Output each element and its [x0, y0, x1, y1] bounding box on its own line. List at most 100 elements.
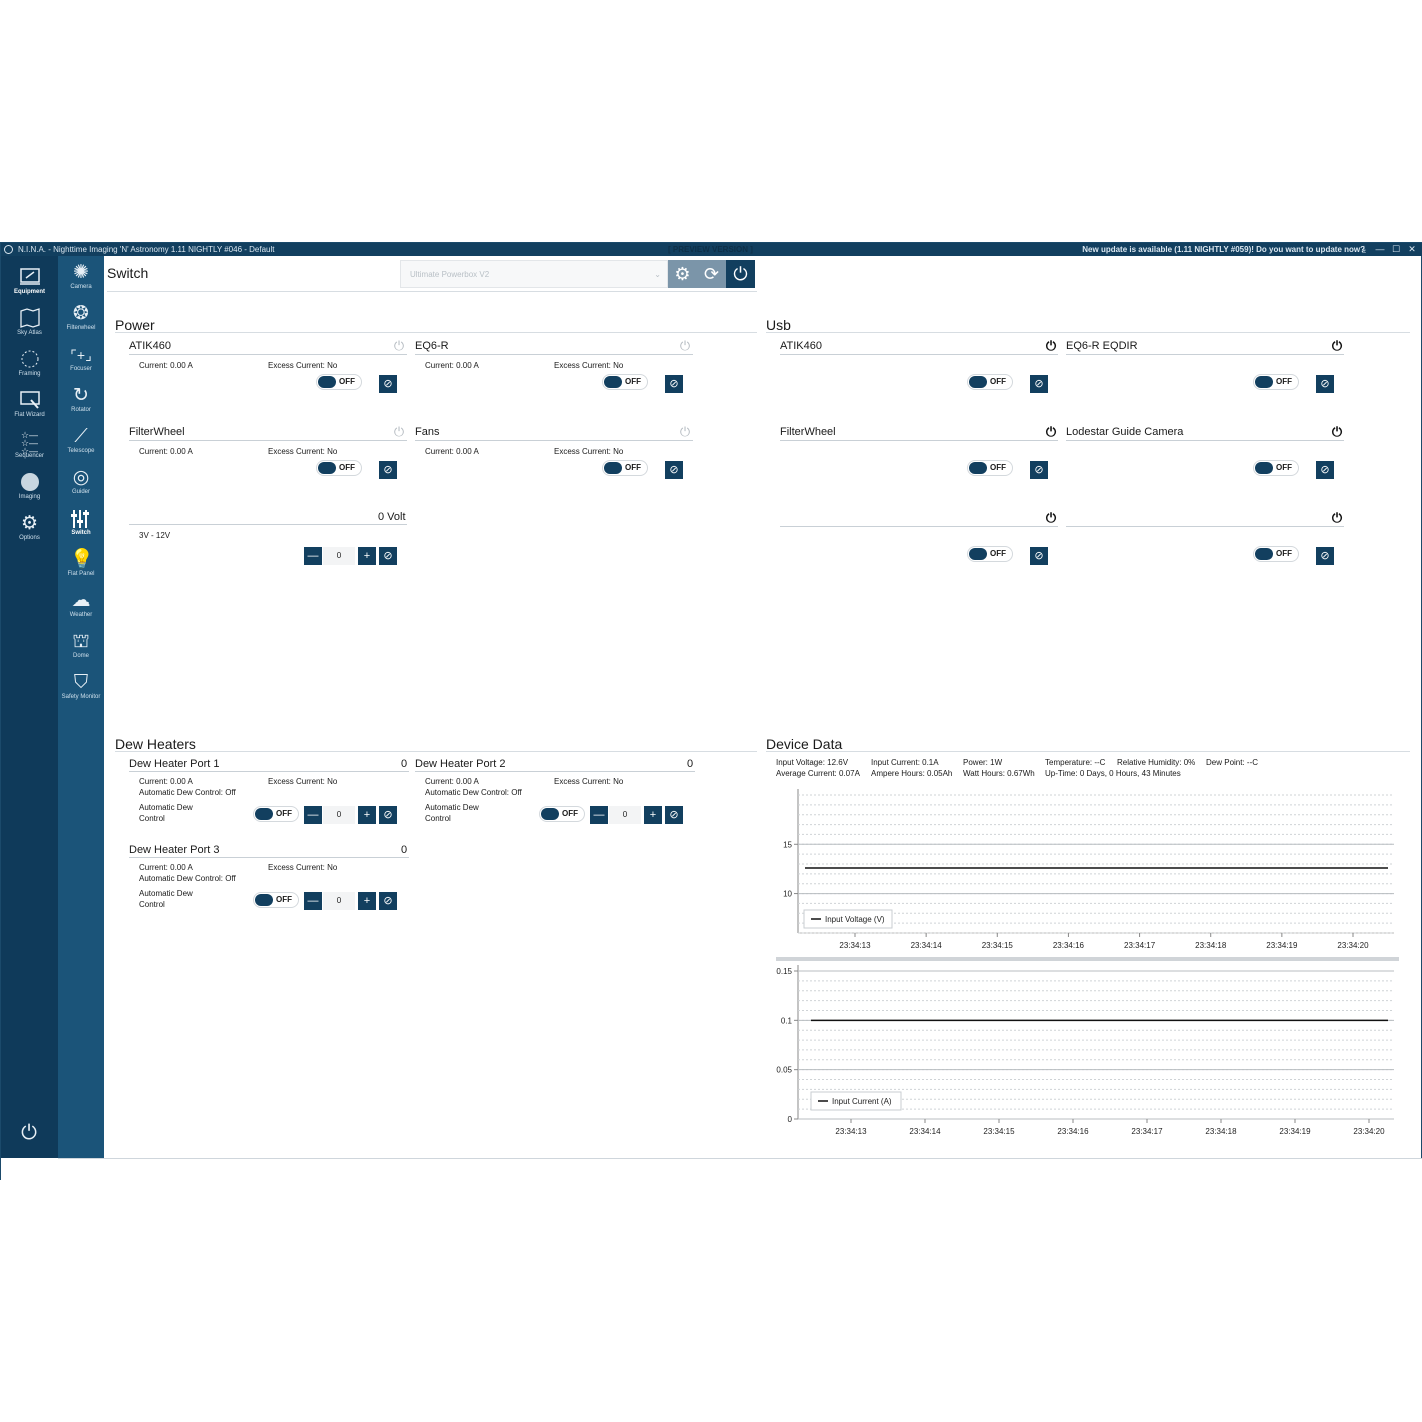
nav-telescope[interactable]: ⟋ Telescope — [58, 426, 104, 454]
rescan-button[interactable]: ⟳ — [697, 260, 726, 288]
apply-button[interactable]: ⊘ — [379, 892, 397, 910]
download-icon[interactable]: ⤓ — [1362, 244, 1366, 254]
apply-button[interactable]: ⊘ — [1316, 375, 1334, 393]
usb-toggle[interactable]: OFF — [967, 460, 1013, 476]
switch-icon — [70, 508, 92, 530]
nav-focuser[interactable]: ⌜+⌟ Focuser — [58, 344, 104, 372]
power-toggle[interactable]: OFF — [316, 374, 362, 390]
apply-button[interactable]: ⊘ — [379, 547, 397, 565]
power-toggle[interactable]: OFF — [316, 460, 362, 476]
apply-button[interactable]: ⊘ — [1030, 461, 1048, 479]
toggle-label: OFF — [339, 463, 355, 472]
usb-toggle[interactable]: OFF — [967, 546, 1013, 562]
decrement-button[interactable]: — — [304, 892, 322, 910]
y-tick-label: 10 — [783, 890, 792, 899]
apply-button[interactable]: ⊘ — [665, 461, 683, 479]
power-toggle[interactable]: OFF — [602, 374, 648, 390]
nav-weather[interactable]: ☁ Weather — [58, 590, 104, 618]
usb-toggle[interactable]: OFF — [1253, 546, 1299, 562]
dew-value-input[interactable]: 0 — [323, 806, 355, 824]
nav-safety-monitor[interactable]: ⛉ Safety Monitor — [58, 672, 104, 700]
nav-equipment[interactable]: Equipment — [1, 267, 58, 295]
auto-dew-toggle[interactable]: OFF — [539, 806, 585, 822]
toggle-label: OFF — [990, 463, 1006, 472]
nav-flat-wizard[interactable]: Flat Wizard — [1, 390, 58, 418]
plus-icon: + — [363, 809, 371, 821]
increment-button[interactable]: + — [644, 806, 662, 824]
toggle-label: OFF — [562, 809, 578, 818]
apply-button[interactable]: ⊘ — [379, 375, 397, 393]
minimize-button[interactable]: — — [1375, 244, 1385, 254]
dew-value-input[interactable]: 0 — [609, 806, 641, 824]
page-title: Switch — [107, 265, 149, 281]
nav-flat-panel[interactable]: 💡 Flat Panel — [58, 549, 104, 577]
increment-button[interactable]: + — [358, 892, 376, 910]
chart-splitter[interactable] — [776, 957, 1399, 961]
device-selector[interactable]: Ultimate Powerbox V2 ⌄ — [400, 260, 668, 288]
section-divider — [766, 751, 1410, 752]
auto-dew-toggle[interactable]: OFF — [253, 892, 299, 908]
item-divider — [1066, 440, 1344, 441]
auto-dew-label-2: Control — [425, 814, 451, 823]
toggle-knob — [255, 894, 273, 906]
auto-dew-toggle[interactable]: OFF — [253, 806, 299, 822]
usb-toggle[interactable]: OFF — [1253, 374, 1299, 390]
uptime-readout: Up-Time: 0 Days, 0 Hours, 43 Minutes — [1045, 769, 1181, 778]
nav-label: Sequencer — [14, 453, 45, 459]
usb-toggle[interactable]: OFF — [967, 374, 1013, 390]
apply-button[interactable]: ⊘ — [665, 806, 683, 824]
decrement-button[interactable]: — — [590, 806, 608, 824]
nav-label: Equipment — [14, 289, 45, 295]
close-button[interactable]: ✕ — [1408, 244, 1416, 254]
check-circle-icon: ⊘ — [1320, 464, 1330, 476]
apply-button[interactable]: ⊘ — [1316, 461, 1334, 479]
switch-name: ATIK460 — [780, 340, 822, 352]
apply-button[interactable]: ⊘ — [1316, 547, 1334, 565]
current-readout: Current: 0.00 A — [425, 777, 479, 786]
check-circle-icon: ⊘ — [669, 809, 679, 821]
increment-button[interactable]: + — [358, 806, 376, 824]
apply-button[interactable]: ⊘ — [665, 375, 683, 393]
nav-label: Camera — [70, 284, 92, 290]
nav-options[interactable]: ⚙ Options — [1, 513, 58, 541]
nav-sequencer[interactable]: ☆— ☆— ☆— Sequencer — [1, 431, 58, 460]
update-notice[interactable]: New update is available (1.11 NIGHTLY #0… — [1082, 245, 1365, 254]
item-divider — [780, 526, 1058, 527]
apply-button[interactable]: ⊘ — [379, 461, 397, 479]
increment-button[interactable]: + — [358, 547, 376, 565]
apply-button[interactable]: ⊘ — [1030, 375, 1048, 393]
check-circle-icon: ⊘ — [1034, 378, 1044, 390]
maximize-button[interactable]: ☐ — [1391, 244, 1401, 254]
usb-toggle[interactable]: OFF — [1253, 460, 1299, 476]
nav-camera[interactable]: ✺ Camera — [58, 262, 104, 290]
apply-button[interactable]: ⊘ — [379, 806, 397, 824]
connect-button[interactable]: ⏻ — [726, 260, 755, 288]
nav-dome[interactable]: ⛫ Dome — [58, 631, 104, 659]
switch-name: EQ6-R — [415, 340, 449, 352]
settings-button[interactable]: ⚙ — [668, 260, 697, 288]
check-circle-icon: ⊘ — [669, 464, 679, 476]
x-tick-label: 23:34:15 — [983, 1127, 1015, 1136]
dew-value-input[interactable]: 0 — [323, 892, 355, 910]
section-divider — [115, 751, 757, 752]
check-circle-icon: ⊘ — [1034, 464, 1044, 476]
nav-filterwheel[interactable]: ❂ Filterwheel — [58, 303, 104, 331]
apply-button[interactable]: ⊘ — [1030, 547, 1048, 565]
nav-sky-atlas[interactable]: Sky Atlas — [1, 308, 58, 336]
current-readout: Current: 0.00 A — [139, 863, 193, 872]
decrement-button[interactable]: — — [304, 547, 322, 565]
power-toggle[interactable]: OFF — [602, 460, 648, 476]
nav-switch[interactable]: Switch — [58, 508, 104, 536]
toggle-knob — [541, 808, 559, 820]
nav-guider[interactable]: ◎ Guider — [58, 467, 104, 495]
disconnect-all-power-icon[interactable]: ⏻ — [21, 1122, 37, 1144]
toggle-knob — [604, 462, 622, 474]
nav-rotator[interactable]: ↻ Rotator — [58, 385, 104, 413]
nav-framing[interactable]: Framing — [1, 349, 58, 377]
toggle-knob — [318, 462, 336, 474]
voltage-input[interactable]: 0 — [323, 547, 355, 565]
current-readout: Current: 0.00 A — [139, 777, 193, 786]
nav-imaging[interactable]: Imaging — [1, 472, 58, 500]
item-divider — [129, 524, 407, 525]
decrement-button[interactable]: — — [304, 806, 322, 824]
